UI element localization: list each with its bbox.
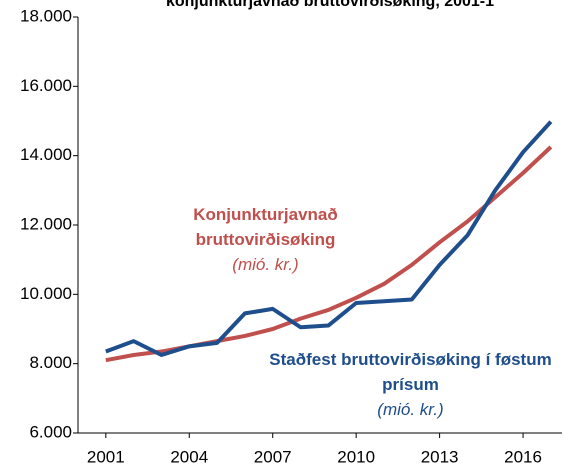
y-tick-label: 8.000: [29, 353, 72, 372]
y-tick-label: 14.000: [20, 145, 72, 164]
y-tick-label: 10.000: [20, 284, 72, 303]
y-tick-label: 16.000: [20, 76, 72, 95]
series-label: Staðfest bruttovirðisøking í føstum prís…: [258, 347, 563, 422]
series-name: Konjunkturjavnað bruttovirðisøking: [193, 205, 338, 249]
unit-label: (mió. kr.): [232, 255, 299, 274]
x-tick-label: 2013: [421, 447, 459, 466]
x-tick-label: 2016: [504, 447, 542, 466]
y-tick-label: 6.000: [29, 422, 72, 441]
y-tick-label: 12.000: [20, 214, 72, 233]
y-tick-label: 18.000: [20, 6, 72, 25]
series-line: [105, 120, 553, 357]
x-tick-label: 2007: [254, 447, 292, 466]
series-name: Staðfest bruttovirðisøking í føstum prís…: [269, 350, 552, 394]
unit-label: (mió. kr.): [377, 400, 444, 419]
x-tick-label: 2004: [170, 447, 208, 466]
chart-title: konjunkturjavnað bruttovirðisøking, 2001…: [166, 0, 494, 10]
x-tick-label: 2010: [337, 447, 375, 466]
x-tick-label: 2001: [87, 447, 125, 466]
series-label: Konjunkturjavnað bruttovirðisøking (mió.…: [178, 202, 353, 277]
